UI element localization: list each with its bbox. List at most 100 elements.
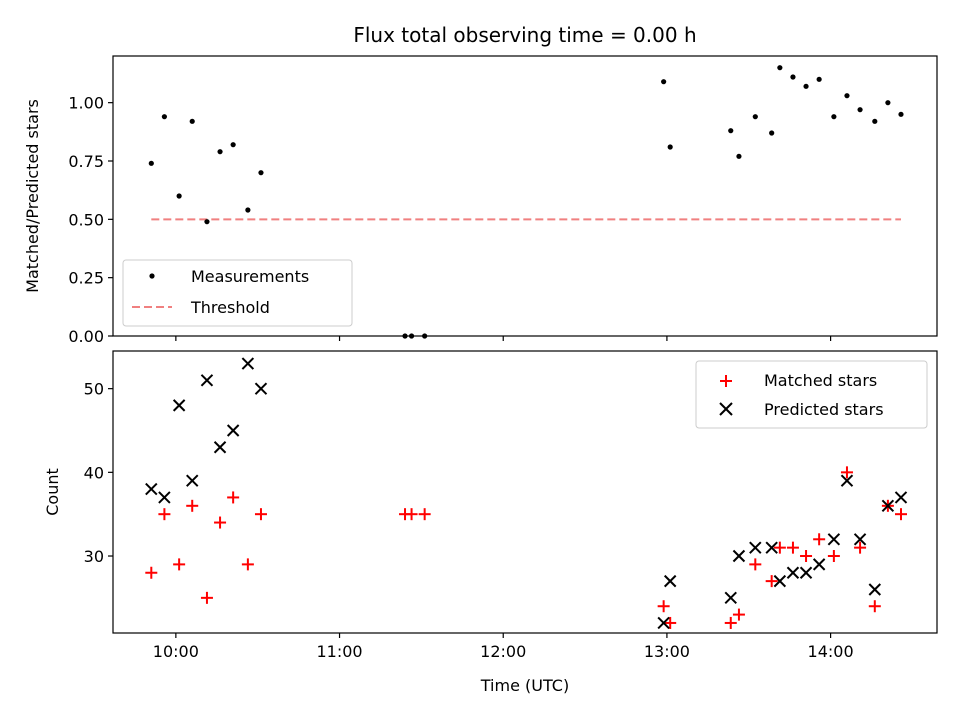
measurement-point: [667, 144, 673, 150]
count-y-tick-label: 50: [84, 380, 104, 399]
count-x-tick-label: 12:00: [480, 642, 526, 661]
matched-stars-point: [186, 499, 199, 512]
measurement-point: [898, 111, 904, 117]
predicted-stars-point: [172, 399, 186, 412]
legend-measurements-label: Measurements: [191, 267, 309, 286]
chart-title: Flux total observing time = 0.00 h: [353, 23, 696, 47]
matched-stars-point: [773, 541, 786, 554]
measurement-point: [816, 76, 822, 82]
ratio-y-tick-label: 0.50: [68, 210, 104, 229]
predicted-stars-point: [724, 591, 737, 605]
matched-stars-point: [854, 541, 867, 554]
predicted-stars-point: [663, 574, 677, 588]
predicted-stars-point: [786, 566, 800, 579]
measurement-point: [217, 149, 223, 155]
count-x-tick-label: 10:00: [153, 642, 199, 661]
legend-predicted-label: Predicted stars: [764, 400, 884, 419]
predicted-stars-point: [765, 541, 778, 554]
measurement-point: [736, 153, 742, 159]
predicted-stars-point: [773, 574, 787, 588]
measurement-point: [844, 93, 850, 99]
count-y-tick-label: 40: [84, 463, 104, 482]
predicted-stars-point: [145, 482, 158, 496]
measurement-point: [161, 114, 167, 120]
measurement-point: [857, 107, 863, 113]
ratio-ticks: 0.00 0.25 0.50 0.75 1.00: [68, 94, 832, 346]
count-y-tick-label: 30: [84, 547, 104, 566]
matched-stars-point: [241, 558, 254, 571]
ratio-legend-frame: [122, 259, 353, 327]
count-ticks: 30 40 50 10:00 11:00 12:00 13:00 14:00: [84, 380, 854, 661]
measurement-point: [769, 130, 775, 136]
matched-stars-point: [800, 550, 813, 563]
predicted-stars-point: [868, 583, 882, 596]
count-y-axis-label: Count: [43, 468, 62, 516]
count-x-tick-label: 11:00: [316, 642, 362, 661]
count-marks: [145, 357, 908, 630]
measurement-point: [752, 114, 758, 120]
matched-stars-point: [145, 566, 158, 579]
matched-stars-point: [724, 616, 737, 629]
predicted-stars-point: [241, 357, 255, 370]
matched-stars-point: [214, 516, 227, 529]
ratio-legend: Measurements Threshold: [122, 259, 353, 327]
measurement-point: [258, 170, 264, 176]
matched-stars-point: [813, 533, 826, 546]
legend-matched-label: Matched stars: [764, 371, 877, 390]
predicted-stars-point: [894, 491, 908, 504]
count-legend-frame: [695, 360, 928, 429]
matched-stars-point: [254, 508, 267, 521]
measurement-point: [422, 333, 428, 339]
matched-stars-point: [657, 600, 670, 613]
predicted-stars-point: [226, 424, 240, 437]
predicted-stars-point: [213, 441, 227, 454]
matched-stars-point: [827, 550, 840, 563]
matched-stars-point: [158, 508, 171, 521]
matched-stars-point: [765, 575, 778, 588]
ratio-panel: 0.00 0.25 0.50 0.75 1.00 Matched/Predicted s…: [23, 55, 938, 346]
matched-stars-point: [786, 541, 799, 554]
predicted-stars-point: [200, 374, 214, 387]
matched-stars-point: [894, 508, 907, 521]
ratio-y-tick-label: 0.75: [68, 152, 104, 171]
measurement-point: [204, 219, 210, 225]
matched-stars-point: [173, 558, 186, 571]
matched-stars-point: [840, 466, 853, 479]
ratio-y-tick-label: 0.25: [68, 269, 104, 288]
measurement-point: [176, 193, 182, 199]
measurement-point: [777, 65, 783, 71]
measurement-point: [885, 100, 891, 106]
x-axis-label: Time (UTC): [480, 676, 569, 695]
predicted-stars-point: [657, 616, 670, 630]
ratio-marks: [148, 65, 904, 339]
predicted-stars-point: [254, 382, 268, 395]
measurement-point: [872, 118, 878, 124]
predicted-stars-point: [732, 549, 746, 563]
measurement-point: [728, 128, 734, 134]
measurement-point: [790, 74, 796, 80]
count-x-tick-label: 13:00: [644, 642, 690, 661]
measurement-point: [661, 79, 667, 85]
matched-stars-point: [868, 600, 881, 613]
ratio-y-tick-label: 0.00: [68, 327, 104, 346]
predicted-stars-point: [827, 533, 841, 546]
measurement-point: [148, 160, 154, 166]
legend-predicted-marker: [719, 402, 733, 416]
legend-threshold-label: Threshold: [190, 298, 270, 317]
predicted-stars-point: [853, 533, 867, 546]
count-x-tick-label: 14:00: [808, 642, 854, 661]
legend-matched-marker: [720, 375, 732, 387]
legend-measurements-marker: [149, 273, 155, 279]
predicted-stars-point: [186, 474, 199, 487]
matched-stars-point: [405, 508, 418, 521]
count-legend: Matched stars Predicted stars: [695, 360, 928, 429]
measurement-point: [230, 142, 236, 148]
measurement-point: [803, 83, 809, 89]
predicted-stars-point: [840, 474, 854, 487]
count-panel: 30 40 50 10:00 11:00 12:00 13:00 14:00 Count Ti…: [43, 350, 938, 695]
ratio-y-tick-label: 1.00: [68, 94, 104, 113]
predicted-stars-point: [799, 566, 813, 579]
predicted-stars-point: [812, 558, 826, 571]
measurement-point: [831, 114, 837, 120]
